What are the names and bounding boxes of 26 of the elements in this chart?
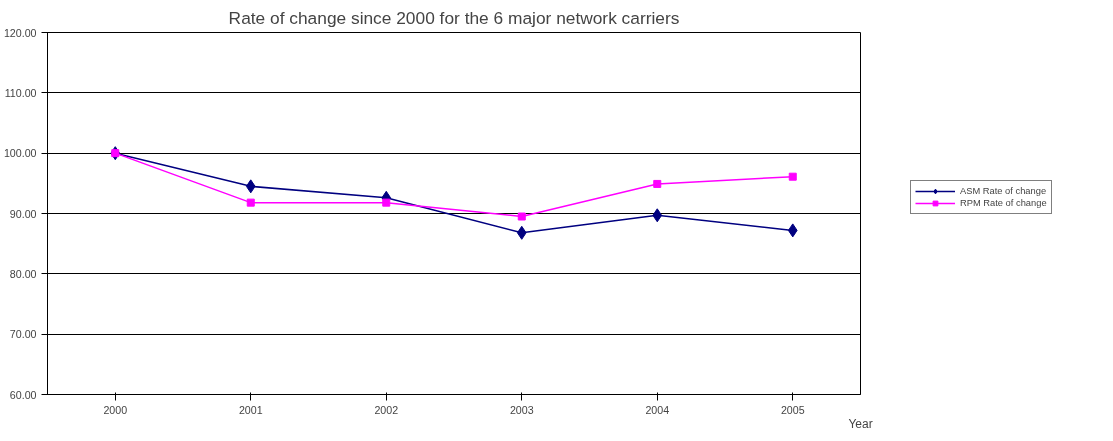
point bbox=[245, 179, 256, 194]
y-tick-label: 100.00 bbox=[3, 147, 37, 160]
point bbox=[787, 223, 798, 238]
x-tick-label: 2001 bbox=[238, 403, 263, 416]
x-tick-label: 2005 bbox=[780, 403, 805, 416]
x-tick-label: 2002 bbox=[374, 403, 399, 416]
x-tick-label: 2003 bbox=[509, 403, 534, 416]
chart-title: Rate of change since 2000 for the 6 major network carriers bbox=[228, 7, 680, 28]
point bbox=[246, 198, 255, 207]
point bbox=[652, 208, 663, 223]
y-tick-label: 120.00 bbox=[3, 26, 37, 39]
legend-label: ASM Rate of change bbox=[960, 185, 1047, 197]
x-tick-label: 2000 bbox=[103, 403, 128, 416]
point bbox=[516, 225, 527, 240]
point bbox=[382, 198, 391, 207]
y-tick-label: 110.00 bbox=[4, 86, 37, 99]
y-tick-label: 90.00 bbox=[9, 207, 37, 220]
point bbox=[653, 179, 662, 188]
x-axis-title: Year bbox=[848, 416, 873, 431]
point bbox=[788, 172, 797, 181]
y-tick-label: 70.00 bbox=[9, 328, 37, 341]
x-tick-label: 2004 bbox=[645, 403, 670, 416]
legend-label: RPM Rate of change bbox=[960, 197, 1047, 209]
y-tick-label: 60.00 bbox=[9, 388, 37, 401]
point bbox=[517, 212, 526, 221]
y-tick-label: 80.00 bbox=[9, 267, 37, 280]
